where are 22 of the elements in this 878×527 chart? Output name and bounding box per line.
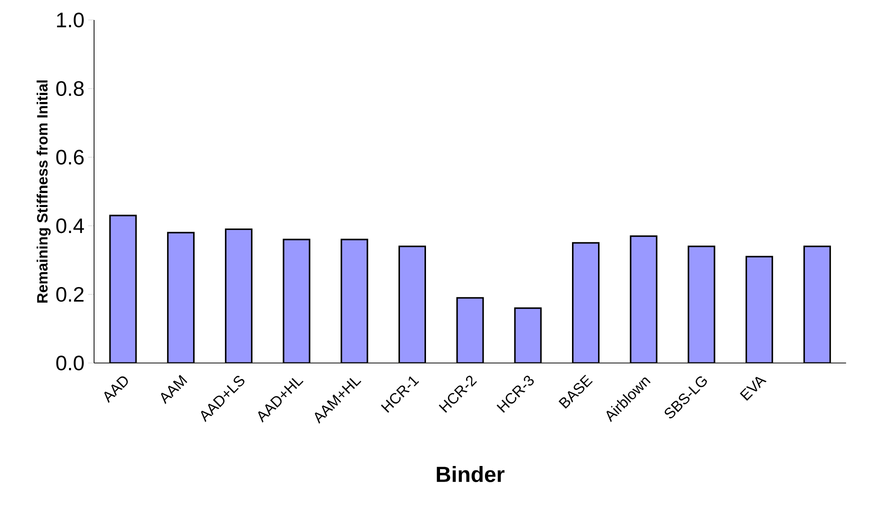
y-tick-label: 0.4 [56,218,84,234]
bar [282,238,310,363]
bar [803,246,831,363]
y-tick-label: 0.6 [56,150,84,165]
bar [224,228,252,363]
x-axis-title: Binder [436,466,504,482]
bar [456,297,484,363]
bar [572,242,600,363]
bar [688,246,716,363]
bar [109,214,137,363]
bar [746,256,774,363]
y-tick-label: 0.0 [56,356,84,370]
y-axis-title: Remaining Stiffness from Initial [36,80,51,303]
x-tick-label: EVA [740,376,767,401]
y-tick-label: 0.8 [56,81,84,96]
bar [340,238,368,363]
y-tick-label: 0.2 [56,286,84,302]
bar [398,246,426,363]
bar [630,235,658,363]
bar [514,307,542,363]
y-tick-label: 1.0 [57,12,84,28]
bar [167,232,195,363]
